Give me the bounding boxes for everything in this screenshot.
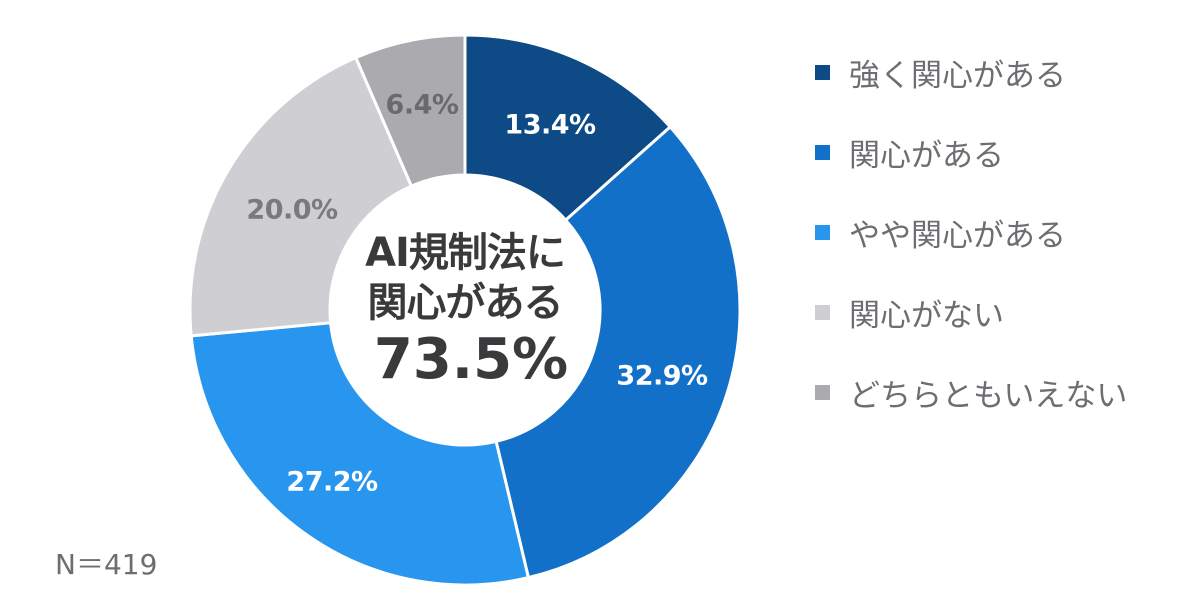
slice-somewhat-interested: [189, 321, 531, 587]
slice-label-somewhat-interested: 27.2%: [286, 466, 378, 498]
legend-swatch-icon: [815, 224, 830, 240]
legend-swatch-icon: [815, 144, 830, 160]
slice-interested: [494, 124, 742, 580]
legend-swatch-icon: [815, 304, 830, 320]
slice-neither: [353, 33, 467, 189]
center-annotation-value: 73.5%: [373, 327, 569, 392]
slice-not-interested: [188, 55, 414, 338]
center-annotation-line1: AI規制法に: [365, 230, 566, 276]
legend-swatch-icon: [815, 384, 830, 400]
legend-label: やや関心がある: [849, 217, 1066, 254]
legend-item-not-interested: 関心がない: [815, 292, 1127, 334]
slice-label-interested: 32.9%: [616, 360, 708, 392]
legend-item-somewhat-interested: やや関心がある: [815, 212, 1127, 254]
sample-size-label: N＝419: [55, 548, 158, 581]
legend-label: 関心がない: [849, 297, 1004, 334]
chart-legend: 強く関心がある 関心がある やや関心がある 関心がない どちらともいえない: [815, 52, 1127, 452]
legend-item-strongly-interested: 強く関心がある: [815, 52, 1127, 94]
legend-label: 関心がある: [849, 137, 1004, 174]
slice-label-strongly-interested: 13.4%: [504, 109, 596, 141]
legend-swatch-icon: [815, 64, 830, 80]
slice-strongly-interested: [463, 33, 673, 223]
center-annotation-line2: 関心がある: [367, 280, 564, 326]
legend-item-neither: どちらともいえない: [815, 372, 1128, 414]
center-annotation: AI規制法に 関心がある 73.5%: [362, 228, 568, 392]
slice-label-not-interested: 20.0%: [246, 194, 338, 226]
legend-label: どちらともいえない: [849, 377, 1128, 414]
legend-label: 強く関心がある: [849, 57, 1066, 94]
slice-label-neither: 6.4%: [385, 89, 459, 121]
legend-item-interested: 関心がある: [815, 132, 1127, 174]
